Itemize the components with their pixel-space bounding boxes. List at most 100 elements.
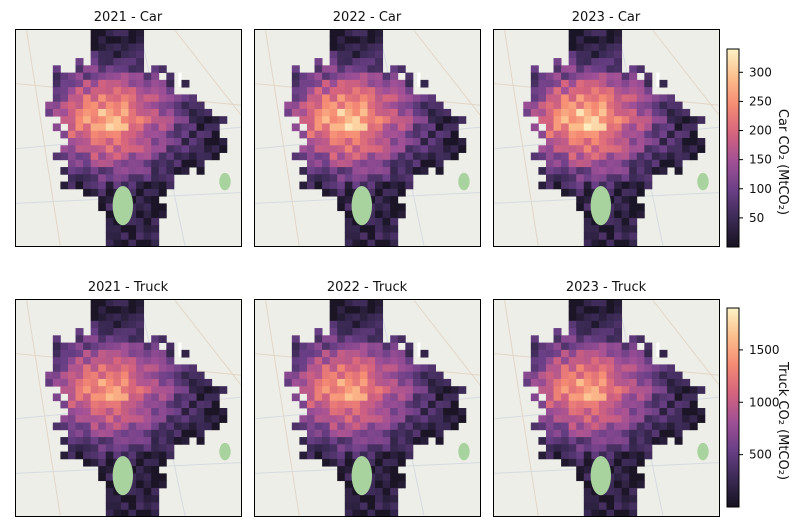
heatmap-cell <box>583 138 592 146</box>
heatmap-cell <box>382 232 391 241</box>
heatmap-cell <box>314 145 323 153</box>
heatmap-cell <box>352 415 361 423</box>
heatmap-cell <box>412 101 421 110</box>
heatmap-cell <box>621 210 630 219</box>
heatmap-cell <box>90 357 99 365</box>
heatmap-cell <box>344 203 353 212</box>
heatmap-cell <box>644 94 653 103</box>
heatmap-cell <box>606 313 615 322</box>
heatmap-cell <box>128 386 137 394</box>
heatmap-cell <box>382 371 391 380</box>
heatmap-cell <box>606 393 615 402</box>
heatmap-cell <box>173 378 182 387</box>
heatmap-cell <box>158 480 167 489</box>
heatmap-cell <box>598 364 607 373</box>
heatmap-cell <box>151 393 160 402</box>
heatmap-cell <box>158 371 167 380</box>
heatmap-cell <box>382 349 391 358</box>
heatmap-cell <box>420 400 429 409</box>
heatmap-cell <box>151 473 160 482</box>
heatmap-cell <box>120 444 129 452</box>
heatmap-cell <box>90 386 99 394</box>
heatmap-cell <box>352 65 361 73</box>
heatmap-cell <box>75 181 84 190</box>
heatmap-cell <box>568 50 577 59</box>
heatmap-cell <box>659 371 668 380</box>
heatmap-cell <box>337 378 346 387</box>
heatmap-cell <box>644 130 653 139</box>
heatmap-cell <box>158 429 167 438</box>
heatmap-cell <box>606 188 615 197</box>
heatmap-cell <box>60 357 69 365</box>
heatmap-cell <box>674 429 683 438</box>
heatmap-cell <box>682 123 691 132</box>
heatmap-cell <box>120 378 129 387</box>
heatmap-cell <box>667 364 675 373</box>
heatmap-cell <box>606 451 615 460</box>
heatmap-cell <box>67 116 76 124</box>
heatmap-cell <box>337 342 346 351</box>
heatmap-cell <box>120 357 129 365</box>
heatmap-cell <box>143 371 152 380</box>
heatmap-cell <box>561 188 570 197</box>
heatmap-cell <box>697 138 706 146</box>
heatmap-panel-1 <box>253 28 482 248</box>
heatmap-cell <box>644 116 653 124</box>
heatmap-cell <box>629 437 638 445</box>
heatmap-cell <box>306 87 315 95</box>
heatmap-cell <box>120 335 129 343</box>
heatmap-cell <box>299 108 308 117</box>
heatmap-cell <box>211 152 220 161</box>
heatmap-cell <box>614 188 623 197</box>
heatmap-cell <box>196 429 205 438</box>
heatmap-cell <box>352 79 361 88</box>
heatmap-cell <box>204 386 213 394</box>
heatmap-cell <box>614 50 623 59</box>
heatmap-cell <box>98 408 107 416</box>
heatmap-cell <box>428 415 436 423</box>
heatmap-cell <box>606 415 615 423</box>
heatmap-cell <box>151 210 160 219</box>
heatmap-cell <box>98 357 107 365</box>
heatmap-cell <box>405 357 414 365</box>
heatmap-cell <box>405 108 414 117</box>
heatmap-cell <box>553 408 562 416</box>
heatmap-cell <box>105 145 114 153</box>
heatmap-cell <box>561 108 570 117</box>
heatmap-cell <box>375 108 384 117</box>
heatmap-cell <box>75 415 84 423</box>
heatmap-cell <box>390 159 399 168</box>
heatmap-cell <box>367 502 376 511</box>
heatmap-cell <box>291 123 300 132</box>
heatmap-cell <box>151 152 160 161</box>
heatmap-cell <box>314 437 323 445</box>
heatmap-cell <box>181 138 190 146</box>
heatmap-cell <box>113 400 122 409</box>
heatmap-cell <box>591 393 600 402</box>
heatmap-cell <box>367 65 376 73</box>
heatmap-cell <box>561 444 570 452</box>
heatmap-cell <box>636 203 645 212</box>
heatmap-cell <box>405 364 414 373</box>
heatmap-cell <box>659 138 668 146</box>
heatmap-cell <box>98 444 107 452</box>
heatmap-cell <box>143 152 152 161</box>
heatmap-cell <box>158 108 167 117</box>
heatmap-cell <box>450 138 459 146</box>
heatmap-cell <box>629 495 638 503</box>
heatmap-cell <box>689 130 698 139</box>
heatmap-cell <box>136 509 145 517</box>
heatmap-cell <box>667 400 675 409</box>
heatmap-cell <box>591 408 600 416</box>
heatmap-cell <box>113 123 122 132</box>
heatmap-cell <box>614 138 623 146</box>
heatmap-cell <box>120 225 129 233</box>
heatmap-cell <box>83 422 92 431</box>
heatmap-cell <box>674 422 683 431</box>
heatmap-cell <box>382 188 391 197</box>
heatmap-cell <box>375 94 384 103</box>
heatmap-cell <box>553 159 562 168</box>
heatmap-cell <box>397 400 406 409</box>
heatmap-cell <box>367 159 376 168</box>
heatmap-cell <box>629 480 638 489</box>
